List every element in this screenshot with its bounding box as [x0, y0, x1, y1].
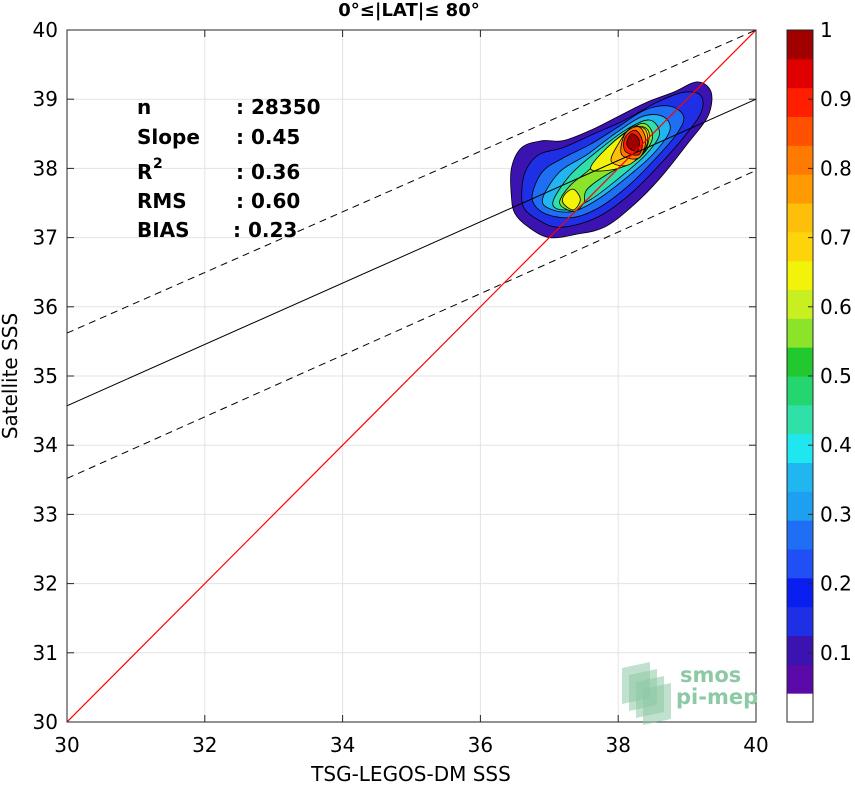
colorbar-segment-17 [787, 203, 813, 233]
colorbar-tick-label-5: 0.6 [820, 295, 852, 319]
colorbar-segment-7 [787, 491, 813, 521]
colorbar-tick-label-0: 0.1 [820, 641, 852, 665]
y-tick-label-2: 32 [33, 572, 58, 596]
identity-line [67, 30, 756, 722]
stat-value-2: : 0.36 [236, 160, 300, 184]
x-tick-label-0: 30 [54, 733, 79, 757]
y-tick-label-7: 37 [33, 226, 58, 250]
colorbar-segment-3 [787, 606, 813, 636]
colorbar-tick-label-3: 0.4 [820, 433, 852, 457]
colorbar-segment-8 [787, 462, 813, 492]
colorbar-segment-11 [787, 376, 813, 406]
y-tick-label-6: 36 [33, 295, 58, 319]
statistics-annotation: n : 28350 Slope : 0.45 R 2 : 0.36 RMS : 0.60 BIAS… [137, 95, 321, 242]
colorbar-segment-19 [787, 145, 813, 175]
colorbar-segment-9 [787, 433, 813, 463]
y-tick-label-10: 40 [33, 18, 58, 42]
y-tick-label-8: 38 [33, 156, 58, 180]
colorbar-segment-1 [787, 664, 813, 694]
colorbar-tick-label-2: 0.3 [820, 502, 852, 526]
colorbar-segment-20 [787, 116, 813, 146]
logo-wave-3 [643, 683, 671, 725]
x-axis-label: TSG-LEGOS-DM SSS [310, 762, 511, 784]
x-tick-label-3: 36 [468, 733, 493, 757]
density-contours [510, 81, 713, 239]
colorbar-segment-6 [787, 520, 813, 550]
colorbar-segment-0 [787, 693, 813, 723]
y-tick-label-3: 33 [33, 502, 58, 526]
y-axis-label: Satellite SSS [0, 313, 22, 439]
x-tick-label-2: 34 [330, 733, 355, 757]
stat-label-0: n [137, 95, 151, 119]
colorbar-tick-label-7: 0.8 [820, 156, 852, 180]
reference-lines [67, 30, 756, 722]
regression-fit-line [67, 98, 756, 407]
colorbar-segment-16 [787, 231, 813, 262]
y-tick-label-5: 35 [33, 364, 58, 388]
colorbar-segment-10 [787, 404, 813, 435]
x-tick-label-5: 40 [743, 733, 768, 757]
y-tick-label-0: 30 [33, 710, 58, 734]
stat-value-3: : 0.60 [236, 189, 300, 213]
fit-lower-bound-line [67, 170, 756, 479]
colorbar-tick-label-4: 0.5 [820, 364, 852, 388]
logo-text-pimep: pi-mep [676, 685, 758, 709]
plot-area: 30 32 34 36 38 40 30 31 32 33 34 35 36 37 38 39 40 n : 283… [33, 18, 769, 757]
y-tick-label-1: 31 [33, 641, 58, 665]
y-tick-label-4: 34 [33, 433, 58, 457]
stat-label-3: RMS [137, 189, 187, 213]
y-tick-label-9: 39 [33, 87, 58, 111]
colorbar: 0.1 0.2 0.3 0.4 0.5 0.6 0.7 0.8 0.9 1 [786, 18, 852, 723]
colorbar-segment-22 [787, 58, 813, 89]
colorbar-tick-label-6: 0.7 [820, 226, 852, 250]
colorbar-tick-label-8: 0.9 [820, 87, 852, 111]
colorbar-segment-5 [787, 549, 813, 579]
colorbar-segment-15 [787, 260, 813, 290]
density-contour-11 [626, 133, 640, 152]
colorbar-segment-13 [787, 318, 813, 348]
stat-label-superscript-2: 2 [153, 156, 163, 172]
logo-text-smos: smos [680, 663, 741, 687]
colorbar-segment-12 [787, 347, 813, 377]
stat-label-1: Slope [137, 125, 200, 149]
colorbar-segment-18 [787, 174, 813, 204]
chart-title: 0°≤|LAT|≤ 80° [338, 0, 479, 21]
colorbar-segment-23 [787, 30, 813, 60]
stat-label-2: R [137, 160, 152, 184]
density-contour-6 [562, 188, 581, 211]
x-tick-label-4: 38 [605, 733, 630, 757]
x-tick-label-1: 32 [192, 733, 217, 757]
grid-lines [66, 29, 757, 723]
colorbar-tick-label-1: 0.2 [820, 572, 852, 596]
stat-value-1: : 0.45 [236, 125, 300, 149]
stat-label-4: BIAS [137, 218, 190, 242]
colorbar-segment-21 [787, 87, 813, 117]
stat-value-0: : 28350 [236, 95, 321, 119]
stat-value-4: : 0.23 [233, 218, 297, 242]
colorbar-tick-label-9: 1 [820, 18, 833, 42]
colorbar-segment-4 [787, 577, 813, 608]
colorbar-segment-2 [787, 635, 813, 665]
colorbar-segment-14 [787, 289, 813, 319]
fit-upper-bound-line [67, 30, 756, 334]
